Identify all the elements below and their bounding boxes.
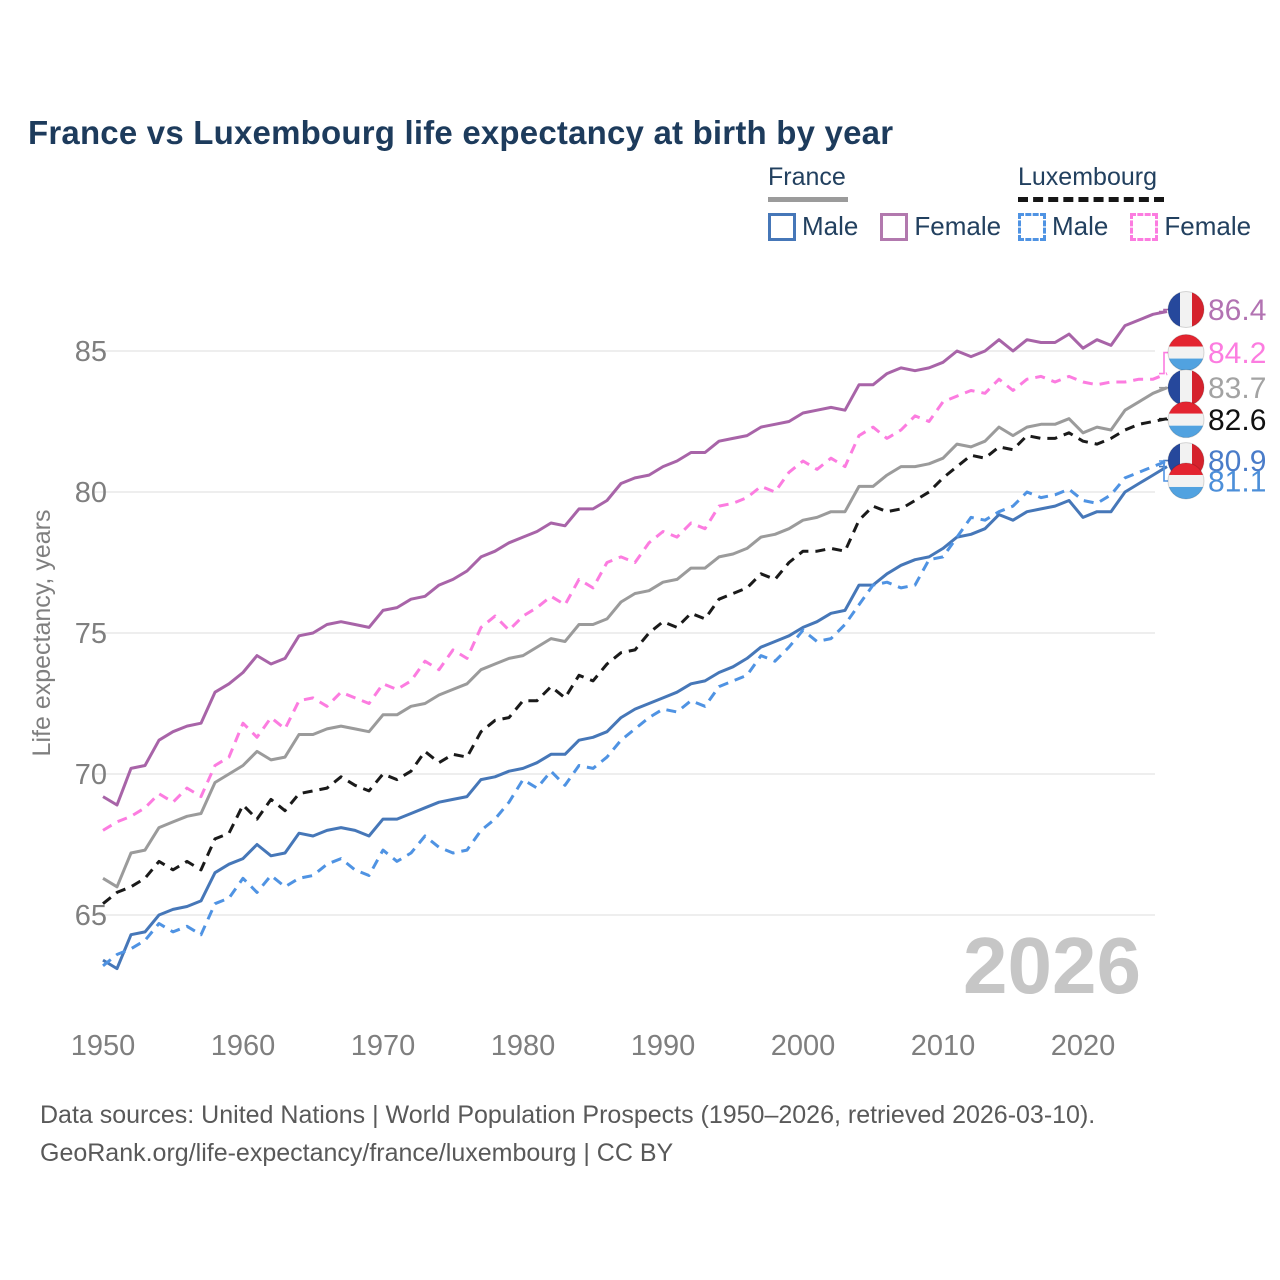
end-label-connector-france-female — [1159, 308, 1169, 313]
footer-attribution: GeoRank.org/life-expectancy/france/luxem… — [40, 1139, 674, 1167]
y-tick-75: 75 — [75, 618, 107, 650]
line-chart: 65 70 75 80 85 1950 1960 1970 1980 1990 2000 2010 20… — [28, 291, 1266, 1062]
flag-luxembourg-icon — [1167, 401, 1205, 439]
x-tick-1950: 1950 — [71, 1030, 136, 1062]
end-label-france-male: 80.9 — [1208, 445, 1266, 478]
y-axis-label: Life expectancy, years — [28, 510, 56, 757]
watermark-year: 2026 — [963, 921, 1141, 1010]
end-label-luxembourg-female: 84.2 — [1208, 337, 1266, 370]
x-tick-1990: 1990 — [631, 1030, 696, 1062]
series-line-luxembourg-female — [102, 372, 1168, 832]
end-label-connector-luxembourg-all — [1159, 417, 1169, 421]
flag-france-icon — [1167, 369, 1205, 407]
legend-france-line-sample — [768, 197, 848, 202]
series-line-luxembourg-male — [102, 459, 1168, 967]
series-line-france-all — [102, 386, 1168, 889]
series-line-france-female — [102, 310, 1168, 807]
end-label-france-female: 86.4 — [1208, 294, 1266, 327]
page-title: France vs Luxembourg life expectancy at … — [28, 114, 894, 152]
x-tick-1970: 1970 — [351, 1030, 416, 1062]
y-tick-65: 65 — [75, 900, 107, 932]
luxembourg-male-swatch — [1018, 212, 1046, 241]
end-label-connector-luxembourg-female — [1159, 351, 1169, 375]
legend-luxembourg-female-label: Female — [1164, 211, 1252, 241]
legend-luxembourg-line-sample — [1018, 197, 1164, 202]
x-tick-1980: 1980 — [491, 1030, 556, 1062]
footer: Data sources: United Nations | World Pop… — [40, 1096, 1095, 1172]
legend-luxembourg-male-label: Male — [1052, 211, 1109, 241]
y-tick-85: 85 — [75, 336, 107, 368]
flag-france-icon — [1167, 291, 1205, 329]
y-tick-80: 80 — [75, 477, 107, 509]
france-female-swatch — [880, 212, 909, 241]
end-label-luxembourg-all: 82.6 — [1208, 404, 1266, 437]
legend-group-france: France Male Female — [768, 163, 1023, 242]
legend-item-luxembourg-female: Female — [1130, 211, 1273, 242]
legend-france-female-label: Female — [914, 211, 1002, 241]
x-tick-1960: 1960 — [211, 1030, 276, 1062]
end-label-france-all: 83.7 — [1208, 372, 1266, 405]
footer-data-sources: Data sources: United Nations | World Pop… — [40, 1101, 1096, 1129]
legend-france-label: France — [768, 163, 846, 191]
series-line-luxembourg-all — [102, 417, 1168, 905]
x-tick-2010: 2010 — [911, 1030, 976, 1062]
legend-group-luxembourg: Luxembourg Male Female — [1018, 163, 1273, 242]
flag-luxembourg-icon — [1167, 334, 1205, 372]
france-male-swatch — [768, 212, 796, 241]
series-line-france-male — [102, 465, 1168, 971]
luxembourg-female-swatch — [1130, 212, 1159, 241]
x-tick-2020: 2020 — [1051, 1030, 1116, 1062]
flag-luxembourg-icon — [1167, 462, 1205, 500]
legend-item-france-male: Male — [768, 211, 880, 242]
end-label-connector-luxembourg-male — [1159, 460, 1169, 482]
legend-france-male-label: Male — [802, 211, 859, 241]
end-label-luxembourg-male: 81.1 — [1208, 465, 1266, 498]
legend-item-france-female: Female — [880, 211, 1023, 242]
x-tick-2000: 2000 — [771, 1030, 836, 1062]
y-tick-70: 70 — [75, 759, 107, 791]
legend-luxembourg-label: Luxembourg — [1018, 163, 1157, 191]
legend-item-luxembourg-male: Male — [1018, 211, 1130, 242]
